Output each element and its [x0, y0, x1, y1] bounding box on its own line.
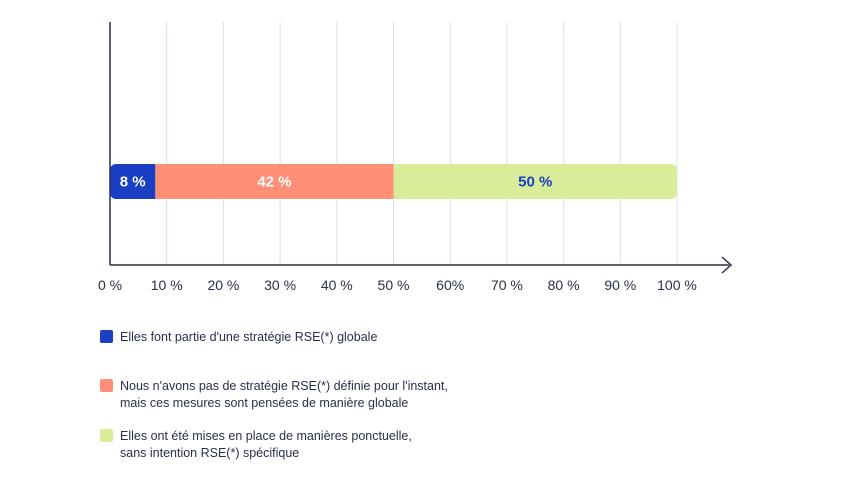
x-tick-label: 60% — [436, 277, 464, 293]
bar-segments — [110, 164, 677, 199]
x-tick-label: 80 % — [548, 277, 580, 293]
data-label: 50 % — [518, 174, 552, 191]
legend-item-no-defined-strategy: Nous n'avons pas de stratégie RSE(*) déf… — [100, 378, 620, 412]
segment-labels: 8 % 42 % 50 % — [120, 174, 553, 191]
bar-segment — [110, 164, 156, 199]
bar-segment — [393, 164, 677, 199]
legend-swatch-global-strategy — [100, 330, 113, 343]
legend-label-punctual-measures: Elles ont été mises en place de manières… — [120, 429, 412, 460]
x-tick-label: 30 % — [264, 277, 296, 293]
x-axis-arrow-icon — [721, 256, 733, 274]
x-tick-label: 10 % — [151, 277, 183, 293]
x-tick-label: 20 % — [207, 277, 239, 293]
legend-item-global-strategy: Elles font partie d'une stratégie RSE(*)… — [100, 329, 620, 346]
legend-label-global-strategy: Elles font partie d'une stratégie RSE(*)… — [120, 330, 378, 344]
x-tick-label: 100 % — [657, 277, 697, 293]
stacked-bar-chart: 8 % 42 % 50 % 0 % 10 % 20 % 30 % 40 % 50 % 60% 70… — [98, 22, 733, 293]
legend-label-no-defined-strategy: Nous n'avons pas de stratégie RSE(*) déf… — [120, 379, 448, 410]
x-tick-label: 40 % — [321, 277, 353, 293]
bar-segment — [155, 164, 394, 199]
legend-swatch-punctual-measures — [100, 429, 113, 442]
x-tick-label: 50 % — [378, 277, 410, 293]
x-tick-labels: 0 % 10 % 20 % 30 % 40 % 50 % 60% 70 % 80 % 90 % 10… — [98, 277, 697, 293]
x-tick-label: 70 % — [491, 277, 523, 293]
legend-item-punctual-measures: Elles ont été mises en place de manières… — [100, 428, 620, 462]
x-tick-label: 0 % — [98, 277, 122, 293]
gridlines — [166, 22, 678, 265]
data-label: 8 % — [120, 174, 146, 191]
x-tick-label: 90 % — [604, 277, 636, 293]
legend-swatch-no-defined-strategy — [100, 379, 113, 392]
data-label: 42 % — [257, 174, 291, 191]
